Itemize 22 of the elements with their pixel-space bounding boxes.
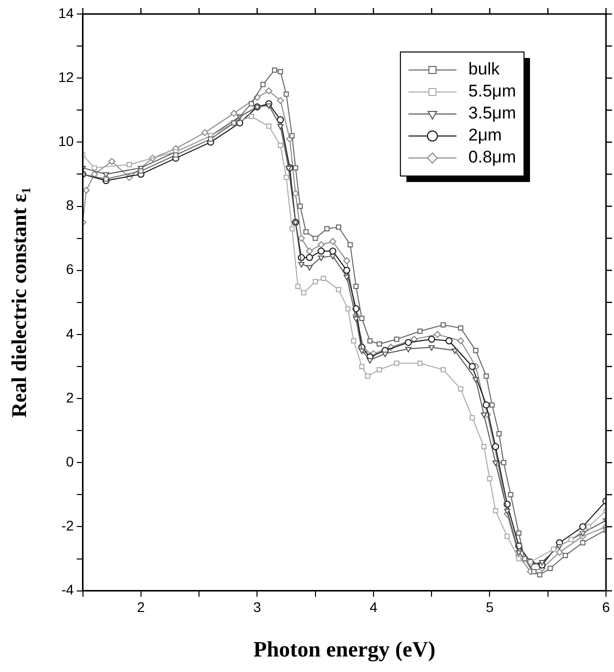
y-axis-title: Real dielectric constant ε₁ (7, 187, 32, 418)
legend-label: 5.5μm (468, 82, 516, 101)
y-tick-label: 4 (66, 325, 74, 342)
y-tick-label: 12 (58, 68, 74, 85)
y-tick-label: 2 (66, 389, 74, 406)
y-tick-label: -2 (61, 518, 74, 534)
x-tick-label: 5 (486, 599, 494, 616)
x-axis-title: Photon energy (eV) (253, 636, 436, 662)
legend-label: 0.8μm (468, 148, 516, 167)
y-tick-label: 10 (58, 133, 74, 150)
y-tick-label: 0 (66, 453, 74, 470)
x-tick-label: 3 (253, 599, 262, 616)
x-tick-label: 4 (370, 599, 378, 616)
legend-label: 2μm (468, 126, 502, 145)
x-tick-label: 2 (137, 599, 146, 616)
legend-label: bulk (468, 60, 500, 79)
x-tick-label: 6 (602, 599, 610, 616)
y-tick-label: 6 (66, 261, 74, 278)
y-tick-label: -4 (61, 582, 74, 598)
y-tick-label: 14 (58, 4, 74, 21)
y-tick-label: 8 (66, 197, 74, 214)
legend-label: 3.5μm (468, 104, 516, 123)
